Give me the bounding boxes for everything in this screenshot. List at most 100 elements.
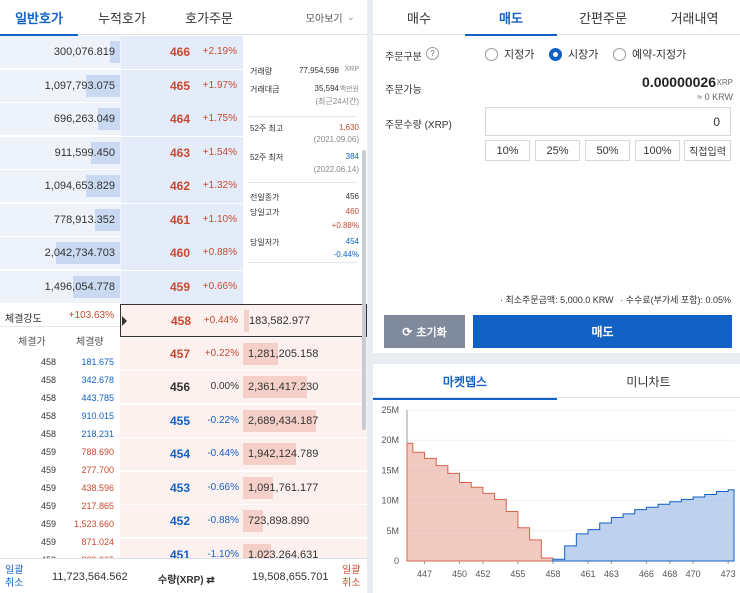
tab-sell[interactable]: 매도: [465, 0, 557, 36]
pct-10-button[interactable]: 10%: [485, 140, 530, 161]
view-toggle[interactable]: 모아보기 ⌄: [306, 0, 355, 35]
tab-quick-order[interactable]: 간편주문: [579, 11, 627, 26]
ask-price-cell: [121, 69, 243, 103]
bid-row[interactable]: 183,582.977 458 +0.44%: [120, 304, 367, 337]
trade-volume: 181.675: [81, 357, 114, 367]
tab-market-depth[interactable]: 마켓뎁스: [373, 364, 557, 400]
y-tick-label: 5M: [386, 526, 399, 536]
pct-100-button[interactable]: 100%: [635, 140, 680, 161]
bid-change: -0.22%: [207, 414, 239, 426]
qty-toggle[interactable]: 수량(XRP) ⇄: [158, 575, 215, 586]
tab-buy[interactable]: 매수: [407, 11, 431, 26]
sell-submit-button[interactable]: 매도: [473, 315, 732, 348]
ask-price-cell: [121, 237, 243, 270]
cancel-all-bids-button[interactable]: 일괄 취소: [342, 564, 360, 590]
ask-row[interactable]: 1,094,653.829 462 +1.32%: [0, 170, 243, 203]
ask-price: 464: [170, 112, 191, 126]
trade-price: 459: [41, 537, 57, 547]
info-trade-amt: 35,594: [314, 84, 339, 93]
ask-volume-bar: [110, 41, 120, 63]
order-type-limit[interactable]: 지정가: [485, 46, 534, 62]
order-panel: 매수 매도 간편주문 거래내역 주문구분 ? 지정가 시장가 예약-지정가 주문…: [373, 0, 740, 353]
cancel-line2: 취소: [342, 578, 361, 589]
available-unit: XRP: [716, 78, 733, 87]
bid-row[interactable]: 2,361,417.230 456 0.00%: [120, 371, 367, 404]
ask-price: 460: [170, 246, 191, 260]
cancel-all-asks-button[interactable]: 일괄 취소: [5, 564, 23, 590]
y-tick-label: 15M: [381, 465, 399, 475]
pct-25-button[interactable]: 25%: [535, 140, 580, 161]
trade-strength-panel: 체결강도 +103.63% 체결가 체결량 458 181.675 458 342.6…: [0, 304, 120, 565]
info-trade-amt-note: (최근24시간): [315, 97, 359, 106]
strength-value: +103.63%: [68, 310, 114, 321]
ask-row[interactable]: 778,913.352 461 +1.10%: [0, 203, 243, 237]
ask-volume-bar: [98, 108, 120, 130]
info-trade-amt-label: 거래대금: [250, 85, 280, 94]
trade-price: 458: [41, 357, 57, 367]
pct-50-button[interactable]: 50%: [585, 140, 630, 161]
ask-change: +0.88%: [202, 247, 237, 258]
bid-volume: 2,361,417.230: [248, 381, 319, 393]
direct-input-button[interactable]: 직접입력: [684, 140, 731, 161]
bid-row[interactable]: 1,942,124.789 454 -0.44%: [120, 438, 367, 471]
bid-change: -1.10%: [207, 548, 239, 560]
bid-price: 452: [170, 514, 191, 528]
info-trade-vol: 77,954,598: [298, 66, 339, 75]
cancel-line1: 일괄: [5, 565, 24, 576]
help-icon[interactable]: ?: [426, 47, 439, 60]
bid-price: 458: [171, 314, 192, 328]
reset-label: 초기화: [416, 326, 447, 339]
ask-change: +0.66%: [202, 280, 237, 292]
x-tick-label: 468: [662, 569, 677, 579]
info-day-low-label: 당일저가: [250, 238, 280, 247]
info-low52-label: 52주 최저: [250, 153, 284, 162]
info-high52: 1,630: [338, 123, 359, 132]
reset-button[interactable]: ⟳ 초기화: [384, 315, 465, 348]
bid-price: 455: [170, 413, 191, 428]
order-type-reserve[interactable]: 예약-지정가: [613, 46, 686, 62]
ask-row[interactable]: 911,599.450 463 +1.54%: [0, 136, 243, 170]
qty-input[interactable]: 0: [485, 107, 731, 136]
info-prev-close-label: 전일종가: [250, 193, 280, 202]
col-trade-price: 체결가: [18, 337, 46, 348]
ask-change: +1.10%: [202, 213, 237, 225]
ask-row[interactable]: 1,097,793.075 465 +1.97%: [0, 69, 243, 103]
ask-row[interactable]: 1,496,054.778 459 +0.66%: [0, 270, 243, 304]
ask-row[interactable]: 696,263.049 464 +1.75%: [0, 103, 243, 136]
bid-row[interactable]: 2,689,434.187 455 -0.22%: [120, 404, 367, 438]
y-tick-label: 0: [394, 556, 399, 566]
divider: [247, 182, 357, 183]
bid-row[interactable]: 1,281,205.158 457 +0.22%: [120, 337, 367, 371]
ask-volume: 2,042,734.703: [44, 247, 115, 259]
tab-history[interactable]: 거래내역: [670, 11, 719, 26]
x-tick-label: 455: [510, 569, 525, 579]
bid-row[interactable]: 1,091,761.177 453 -0.66%: [120, 471, 367, 505]
ask-change: +1.32%: [202, 180, 237, 191]
ask-price-cell: [121, 136, 243, 170]
market-info: 거래량 77,954,598 XRP 거래대금 35,594 백만원 (최근24시간) 52주…: [243, 36, 361, 304]
order-type-market[interactable]: 시장가: [549, 46, 598, 62]
scrollbar[interactable]: [362, 150, 366, 430]
ask-volume-bar: [56, 242, 120, 264]
x-tick-label: 450: [452, 569, 467, 579]
ask-change: +2.19%: [202, 46, 237, 57]
tab-orderbook-order[interactable]: 호가주문: [185, 11, 233, 26]
tab-cumulative-orderbook[interactable]: 누적호가: [98, 11, 146, 26]
ask-price-cell: [121, 270, 243, 304]
x-tick-label: 461: [581, 569, 596, 579]
ask-volume-bar: [73, 275, 120, 298]
y-tick-label: 10M: [381, 496, 399, 506]
ask-row[interactable]: 2,042,734.703 460 +0.88%: [0, 237, 243, 270]
ask-change: +1.75%: [202, 113, 237, 124]
tab-general-orderbook[interactable]: 일반호가: [0, 0, 78, 36]
ask-row[interactable]: 300,076.819 466 +2.19%: [0, 36, 243, 69]
x-tick-label: 473: [721, 569, 736, 579]
trade-volume: 788.690: [81, 447, 114, 457]
order-type-reserve-label: 예약-지정가: [632, 49, 687, 61]
ask-price-cell: [121, 103, 243, 136]
tab-mini-chart[interactable]: 미니차트: [626, 375, 671, 389]
trade-price: 459: [41, 501, 57, 511]
bid-row[interactable]: 723,898.890 452 -0.88%: [120, 505, 367, 538]
y-tick-label: 20M: [381, 435, 399, 445]
ask-volume: 778,913.352: [53, 213, 115, 226]
